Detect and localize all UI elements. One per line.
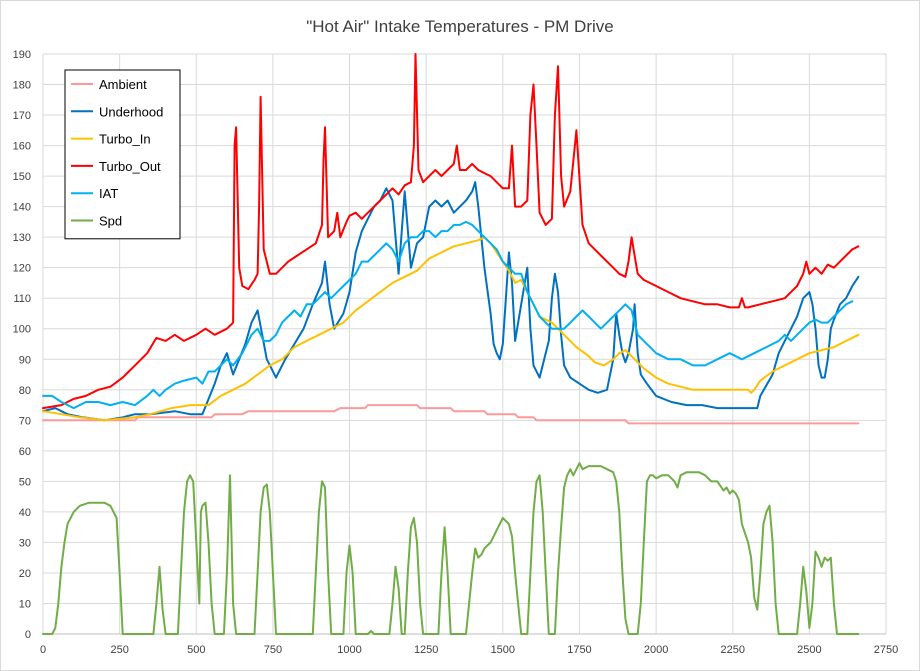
series-line-underhood — [42, 181, 860, 422]
y-tick-label: 0 — [25, 629, 31, 641]
x-tick-label: 750 — [264, 644, 282, 656]
y-tick-label: 30 — [19, 537, 31, 549]
x-tick-label: 2250 — [720, 644, 744, 656]
x-tick-label: 1500 — [491, 644, 515, 656]
series-line-spd — [42, 462, 860, 635]
y-tick-label: 10 — [19, 598, 31, 610]
y-tick-label: 130 — [13, 232, 31, 244]
y-tick-label: 20 — [19, 568, 31, 580]
series-group — [42, 53, 860, 635]
x-tick-label: 2750 — [874, 644, 898, 656]
x-tick-label: 2500 — [797, 644, 821, 656]
x-tick-label: 2000 — [644, 644, 668, 656]
y-tick-label: 140 — [13, 202, 31, 214]
x-tick-label: 0 — [40, 644, 46, 656]
y-tick-label: 150 — [13, 171, 31, 183]
y-tick-label: 100 — [13, 324, 31, 336]
y-tick-label: 160 — [13, 141, 31, 153]
legend-label: Ambient — [99, 77, 147, 92]
series-line-turbo-out — [42, 53, 860, 410]
y-tick-label: 190 — [13, 49, 31, 61]
legend: Ambient Underhood Turbo_In Turbo_Out IAT Spd — [64, 69, 181, 240]
legend-box — [64, 69, 181, 240]
legend-label: Spd — [99, 214, 122, 229]
series-line-iat — [42, 220, 854, 410]
y-tick-label: 80 — [19, 385, 31, 397]
series-line-turbo-in — [42, 236, 860, 422]
y-tick-label: 60 — [19, 446, 31, 458]
y-tick-label: 110 — [13, 293, 31, 305]
x-tick-label: 500 — [187, 644, 205, 656]
y-tick-label: 120 — [13, 263, 31, 275]
x-tick-label: 1250 — [414, 644, 438, 656]
legend-label: Turbo_In — [99, 132, 151, 147]
y-tick-label: 70 — [19, 415, 31, 427]
x-tick-label: 1000 — [337, 644, 361, 656]
series-line-ambient — [42, 404, 860, 425]
legend-label: IAT — [99, 186, 118, 201]
x-tick-label: 1750 — [567, 644, 591, 656]
y-tick-label: 170 — [13, 110, 31, 122]
chart-title: "Hot Air" Intake Temperatures - PM Drive — [306, 17, 613, 36]
y-tick-label: 40 — [19, 507, 31, 519]
x-tick-label: 250 — [110, 644, 128, 656]
legend-label: Underhood — [99, 104, 163, 119]
y-tick-label: 90 — [19, 354, 31, 366]
y-tick-label: 50 — [19, 476, 31, 488]
legend-label: Turbo_Out — [99, 159, 161, 174]
y-tick-label: 180 — [13, 80, 31, 92]
